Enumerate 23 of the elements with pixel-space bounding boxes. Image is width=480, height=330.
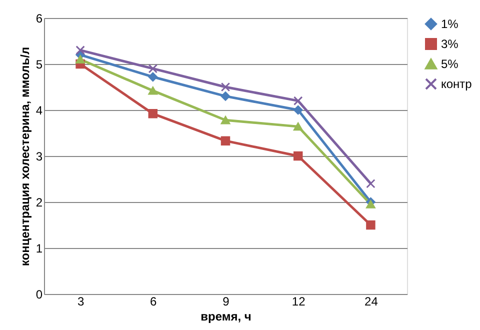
x-tick-label: 9: [222, 294, 230, 308]
y-tick-label: 1: [36, 242, 43, 256]
y-tick-label: 2: [36, 196, 43, 210]
point: [366, 178, 376, 188]
legend-label: 5%: [441, 57, 459, 71]
x-tick-label: 12: [292, 294, 306, 308]
legend-label: контр: [441, 77, 472, 91]
y-tick-label: 3: [36, 150, 43, 164]
y-tick-label: 6: [36, 12, 43, 26]
x-tick-label: 6: [150, 294, 158, 308]
legend-label: 3%: [441, 37, 459, 51]
x-axis-title: время, ч: [200, 310, 252, 324]
legend-label: 1%: [441, 17, 459, 31]
point: [76, 46, 85, 55]
x-tick-label: 3: [77, 294, 84, 308]
point: [148, 64, 158, 74]
y-tick-label: 0: [36, 288, 43, 302]
y-tick-label: 5: [36, 58, 43, 72]
y-axis-title: концентрация холестерина, ммоль/л: [18, 46, 32, 266]
point: [293, 96, 303, 106]
y-tick-label: 4: [36, 104, 43, 118]
point: [220, 82, 230, 92]
x-tick-label: 24: [364, 294, 378, 308]
